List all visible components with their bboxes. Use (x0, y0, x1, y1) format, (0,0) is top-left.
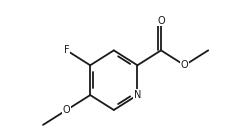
Text: N: N (134, 90, 141, 100)
Text: O: O (63, 105, 70, 115)
Text: O: O (157, 16, 165, 26)
Text: O: O (181, 60, 188, 70)
Text: F: F (64, 45, 70, 55)
